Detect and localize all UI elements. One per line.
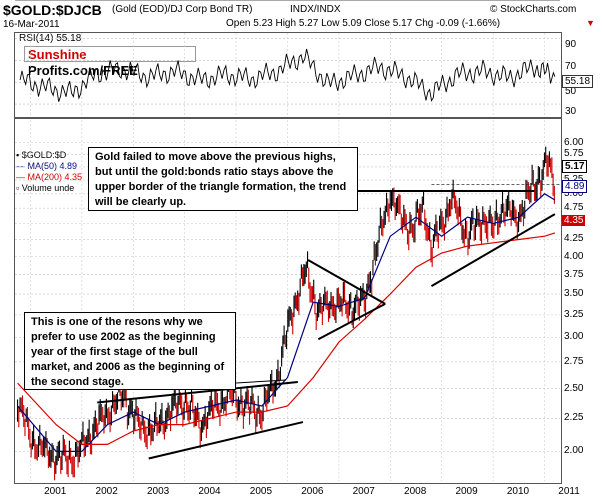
rsi-line: [19, 48, 556, 102]
x-tick-label: 2010: [506, 486, 530, 497]
price-tick-label: 5.75: [564, 148, 584, 160]
rsi-tick: 70: [565, 61, 577, 72]
price-tick-label: 4.25: [564, 233, 584, 245]
price-tick-label: 3.25: [564, 308, 584, 320]
x-tick-label: 2006: [301, 486, 324, 497]
x-tick-label: 2005: [249, 486, 273, 497]
close-badge: 5.17: [562, 160, 588, 173]
x-tick-label: 2008: [404, 486, 427, 497]
annotation-pointer: [235, 379, 287, 384]
trendline: [148, 421, 304, 460]
price-tick-label: 2.50: [564, 382, 584, 394]
price-tick-label: 3.00: [564, 331, 584, 343]
price-legend: ▪ $GOLD:$D — MA(50) 4.89 — MA(200) 4.35 …: [16, 150, 88, 194]
ma50-line: [17, 193, 556, 452]
quote-line: Open 5.23 High 5.27 Low 5.09 Close 5.17 …: [226, 18, 501, 29]
price-tick-label: 3.75: [564, 268, 584, 280]
ma200-badge: 4.35: [562, 215, 586, 226]
x-tick-label: 2009: [455, 486, 478, 497]
watermark: © StockCharts.com: [490, 4, 577, 15]
chart-exchange: INDX/INDX: [290, 4, 341, 15]
price-tick-label: 5.00: [564, 187, 584, 199]
x-tick-label: 2011: [558, 486, 580, 497]
annotation-left: This is one of the resons why we prefer …: [24, 312, 236, 390]
x-tick-label: 2003: [146, 486, 170, 497]
trendline: [317, 302, 386, 341]
chart-description: (Gold (EOD)/DJ Corp Bond TR): [112, 4, 253, 15]
x-tick-label: 2004: [198, 486, 221, 497]
price-tick-label: 4.00: [564, 250, 584, 262]
ma50-badge: 4.89: [562, 180, 588, 193]
legend-item-price: ▪ $GOLD:$D: [16, 150, 67, 160]
rsi-current-badge: 55.18: [562, 75, 594, 88]
legend-item-ma50: — MA(50) 4.89: [16, 161, 78, 171]
rsi-label: RSI(14) 55.18: [19, 33, 82, 44]
price-tick-label: 2.25: [564, 412, 584, 424]
ma200-line: [17, 232, 556, 445]
price-tick-label: 4.75: [564, 202, 584, 214]
rsi-tick: 50: [565, 86, 577, 97]
x-tick-label: 2002: [95, 486, 118, 497]
annotation-top: Gold failed to move above the previous h…: [88, 147, 358, 211]
price-tick-label: 5.25: [564, 174, 583, 185]
legend-item-volume: ▫ Volume unde: [16, 183, 75, 193]
chart-symbol: $GOLD:$DJCB: [3, 2, 102, 18]
chart-date: 16-Mar-2011: [3, 19, 60, 30]
rsi-tick: 90: [565, 39, 577, 50]
rsi-tick: 30: [565, 106, 577, 117]
price-tick-label: 3.50: [564, 288, 584, 300]
price-tick-label: 2.00: [564, 445, 584, 457]
trendline: [97, 380, 298, 404]
legend-item-ma200: — MA(200) 4.35: [16, 172, 83, 182]
price-tick-label: 6.00: [564, 136, 584, 148]
x-tick-label: 2001: [44, 486, 67, 497]
trendline: [307, 259, 386, 305]
trendline: [430, 213, 556, 287]
price-tick-label: 2.75: [564, 355, 584, 367]
sunshine-profits-logo: Sunshine Profits.com/FREE: [24, 46, 196, 78]
x-tick-label: 2007: [352, 486, 375, 497]
chg-down-arrow-icon: ▼: [586, 18, 595, 28]
